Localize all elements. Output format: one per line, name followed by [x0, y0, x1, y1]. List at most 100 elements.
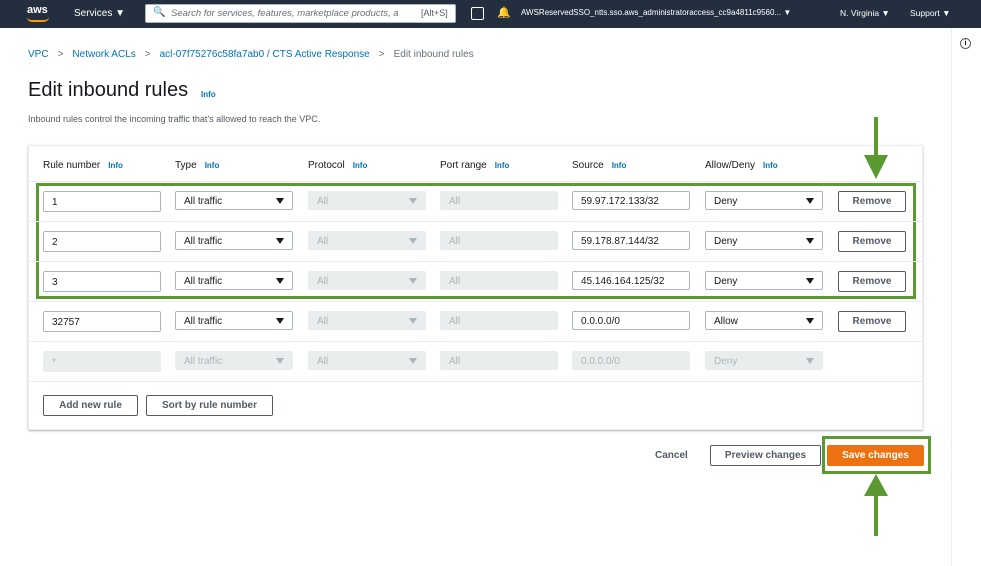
- text-input[interactable]: 32757: [43, 311, 161, 332]
- field-value: 59.97.172.133/32: [581, 196, 659, 207]
- breadcrumb-item[interactable]: Network ACLs: [72, 49, 136, 60]
- dropdown-arrow: [409, 198, 417, 204]
- dropdown-arrow: [276, 358, 284, 364]
- aws-logo[interactable]: aws: [27, 4, 48, 16]
- text-input[interactable]: 0.0.0.0/0: [572, 311, 690, 330]
- field-value: 3: [52, 277, 58, 288]
- field-value: All: [449, 236, 461, 247]
- separator: [29, 181, 922, 182]
- field-value: All: [317, 316, 329, 327]
- services-menu[interactable]: Services ▼: [74, 8, 126, 19]
- arrow-down: [864, 117, 888, 179]
- column-label: Protocol: [308, 160, 345, 171]
- field-value: All: [317, 356, 329, 367]
- text-input[interactable]: 2: [43, 231, 161, 252]
- field-value: All: [449, 196, 461, 207]
- add-rule-button[interactable]: Add new rule: [43, 395, 138, 416]
- text-input[interactable]: 59.97.172.133/32: [572, 191, 690, 210]
- text-input: All: [440, 311, 558, 330]
- search-placeholder: Search for services, features, marketpla…: [171, 8, 399, 19]
- remove-button[interactable]: Remove: [838, 311, 906, 332]
- support-menu[interactable]: Support ▼: [910, 8, 951, 18]
- bell-icon[interactable]: 🔔: [497, 7, 511, 19]
- dropdown[interactable]: Allow: [705, 311, 823, 330]
- field-value: All: [317, 196, 329, 207]
- text-input: All: [440, 271, 558, 290]
- field-value: All: [449, 276, 461, 287]
- region-menu[interactable]: N. Virginia ▼: [840, 8, 890, 18]
- dropdown[interactable]: Deny: [705, 271, 823, 290]
- sort-button[interactable]: Sort by rule number: [146, 395, 273, 416]
- column-label: Source: [572, 160, 604, 171]
- remove-button[interactable]: Remove: [838, 271, 906, 292]
- remove-button[interactable]: Remove: [838, 231, 906, 252]
- logo-smile: [27, 17, 49, 22]
- cancel-button[interactable]: Cancel: [655, 450, 688, 461]
- arrow-up: [864, 474, 888, 536]
- field-value: All: [449, 316, 461, 327]
- field-value: All: [317, 236, 329, 247]
- dropdown[interactable]: All traffic: [175, 311, 293, 330]
- breadcrumb-item: Edit inbound rules: [393, 49, 474, 60]
- page-title: Edit inbound rules: [28, 79, 189, 101]
- column-label: Type: [175, 160, 197, 171]
- breadcrumb-item[interactable]: VPC: [28, 49, 49, 60]
- breadcrumb-separator: >: [144, 49, 151, 60]
- dropdown-arrow: [276, 238, 284, 244]
- dropdown-arrow: [806, 238, 814, 244]
- field-value: All: [449, 356, 461, 367]
- column-info[interactable]: Info: [763, 161, 778, 170]
- column-info[interactable]: Info: [204, 161, 220, 170]
- dropdown[interactable]: Deny: [705, 191, 823, 210]
- text-input[interactable]: 1: [43, 191, 161, 212]
- text-input[interactable]: 59.178.87.144/32: [572, 231, 690, 250]
- search-box[interactable]: [145, 4, 456, 23]
- field-value: Deny: [714, 276, 738, 287]
- field-value: All traffic: [184, 316, 223, 327]
- save-button[interactable]: Save changes: [827, 445, 924, 466]
- dropdown: All: [308, 351, 426, 370]
- dropdown-arrow: [409, 318, 417, 324]
- column-header: Protocol Info: [308, 160, 367, 171]
- region-text: N. Virginia: [840, 8, 880, 18]
- highlight-box: [36, 183, 916, 299]
- field-value: All traffic: [184, 196, 223, 207]
- breadcrumb-separator: >: [57, 49, 64, 60]
- column-header: Rule number Info: [43, 160, 123, 171]
- dropdown[interactable]: All traffic: [175, 271, 293, 290]
- field-value: 0.0.0.0/0: [581, 356, 620, 367]
- field-value: 1: [52, 197, 58, 208]
- field-value: *: [52, 357, 56, 368]
- info-icon[interactable]: i: [960, 38, 971, 49]
- remove-button[interactable]: Remove: [838, 191, 906, 212]
- account-menu[interactable]: AWSReservedSSO_ntts.sso.aws_administrato…: [521, 8, 792, 17]
- dropdown[interactable]: All traffic: [175, 231, 293, 250]
- text-input: All: [440, 351, 558, 370]
- dropdown-arrow: [409, 278, 417, 284]
- search-shortcut: [Alt+S]: [421, 8, 448, 18]
- title-info[interactable]: Info: [201, 90, 216, 99]
- text-input[interactable]: 45.146.164.125/32: [572, 271, 690, 290]
- rules-panel: [28, 145, 923, 430]
- dropdown[interactable]: Deny: [705, 231, 823, 250]
- field-value: 59.178.87.144/32: [581, 236, 659, 247]
- column-info[interactable]: Info: [611, 161, 627, 170]
- separator: [29, 221, 922, 222]
- column-label: Allow/Deny: [705, 160, 756, 171]
- page-description: Inbound rules control the incoming traff…: [28, 114, 321, 124]
- column-info[interactable]: Info: [108, 161, 123, 170]
- column-info[interactable]: Info: [494, 161, 510, 170]
- field-value: Allow: [714, 316, 738, 327]
- dropdown[interactable]: All traffic: [175, 191, 293, 210]
- text-input: All: [440, 231, 558, 250]
- cloudshell-icon[interactable]: [471, 7, 484, 20]
- column-info[interactable]: Info: [352, 161, 368, 170]
- field-value: All: [317, 276, 329, 287]
- breadcrumb-item[interactable]: acl-07f75276c58fa7ab0 / CTS Active Respo…: [159, 49, 370, 60]
- field-value: All traffic: [184, 276, 223, 287]
- column-header: Port range Info: [440, 160, 509, 171]
- text-input[interactable]: 3: [43, 271, 161, 292]
- preview-button[interactable]: Preview changes: [710, 445, 821, 466]
- dropdown-arrow: [276, 278, 284, 284]
- dropdown-arrow: [806, 318, 814, 324]
